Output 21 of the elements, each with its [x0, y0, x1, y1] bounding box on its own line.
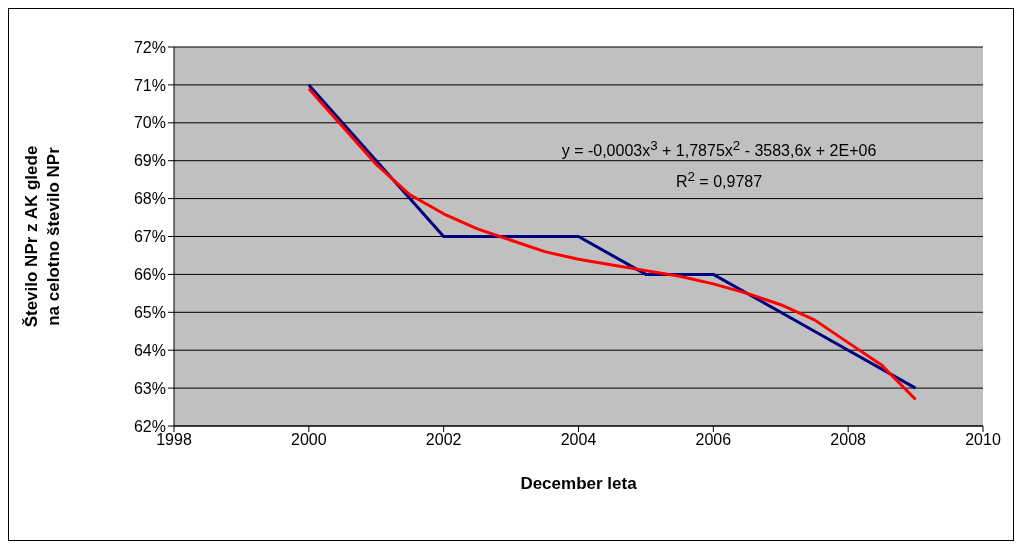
x-tick-label: 2010	[965, 431, 1001, 449]
x-axis-title: December leta	[520, 474, 638, 493]
y-tick-label: 63%	[133, 379, 166, 397]
y-tick-label: 70%	[133, 114, 166, 132]
x-tick-label: 2008	[830, 431, 867, 449]
x-tick-label: 2002	[425, 431, 462, 449]
y-tick-label: 64%	[133, 341, 166, 359]
annotation: y = -0,0003x$^{3}$ + 1,7875x$^{2}$ - 3583,6x + 2E+06	[560, 137, 878, 162]
x-tick-label: 2006	[695, 431, 732, 449]
y-axis-title: Število NPr z AK glede na celotno število NPr	[22, 145, 63, 328]
y-tick-label: 67%	[133, 228, 166, 246]
y-tick-label: 69%	[133, 152, 166, 170]
annotation: R$^{2}$ = 0,9787	[674, 168, 764, 193]
y-tick-label: 66%	[133, 266, 166, 284]
x-tick-label: 2000	[291, 431, 327, 449]
y-tick-label: 71%	[133, 76, 166, 94]
x-tick-label: 2004	[560, 431, 597, 449]
y-tick-label: 72%	[133, 38, 166, 56]
x-tick-label: 1998	[156, 431, 192, 449]
y-tick-label: 68%	[133, 190, 166, 208]
y-tick-label: 65%	[133, 303, 166, 321]
